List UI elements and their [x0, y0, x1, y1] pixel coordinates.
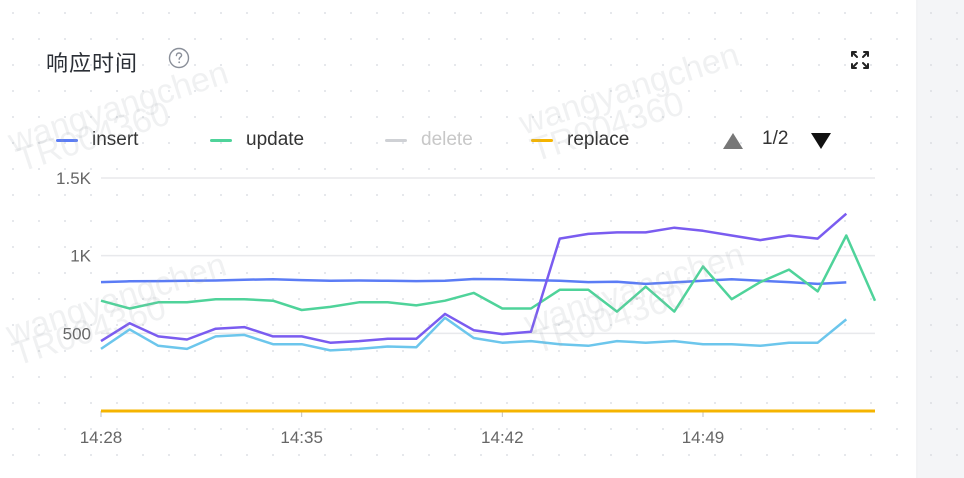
response-time-panel: 响应时间 insert update delete replace 1/2: [0, 0, 916, 478]
legend-label-delete: delete: [421, 129, 473, 150]
help-icon[interactable]: [168, 47, 190, 69]
legend-swatch-update: [210, 138, 232, 142]
series-line-insert: [100, 277, 847, 286]
x-tick-label: 14:28: [80, 428, 123, 447]
legend-label-insert: insert: [92, 129, 139, 150]
y-tick-label: 1K: [70, 247, 91, 266]
right-side-panel: [918, 0, 964, 478]
legend-prev-page-icon[interactable]: [722, 130, 744, 152]
x-tick-label: 14:42: [481, 428, 524, 447]
fullscreen-icon[interactable]: [848, 48, 872, 72]
series-line-series_extra_1: [100, 212, 848, 344]
legend-swatch-replace: [531, 138, 553, 142]
legend-page-indicator: 1/2: [762, 128, 789, 149]
legend-next-page-icon[interactable]: [810, 130, 832, 152]
x-tick-label: 14:35: [280, 428, 323, 447]
legend-item-update[interactable]: update: [210, 128, 304, 152]
line-chart[interactable]: 500 1K 1.5K 14:28 14:35 14:42 14:49: [0, 0, 916, 478]
legend-label-update: update: [246, 129, 305, 150]
legend-label-replace: replace: [567, 129, 630, 150]
legend-item-insert[interactable]: insert: [56, 128, 138, 152]
series-line-update: [100, 234, 877, 313]
y-tick-label: 1.5K: [56, 169, 92, 188]
x-tick-label: 14:49: [682, 428, 725, 447]
legend-swatch-insert: [56, 138, 78, 142]
legend-item-delete[interactable]: delete: [385, 128, 473, 152]
panel-title: 响应时间: [46, 52, 139, 77]
legend-swatch-delete: [385, 138, 407, 142]
legend-item-replace[interactable]: replace: [531, 128, 629, 152]
series-line-series_extra_2: [100, 316, 848, 352]
y-tick-label: 500: [63, 324, 91, 343]
